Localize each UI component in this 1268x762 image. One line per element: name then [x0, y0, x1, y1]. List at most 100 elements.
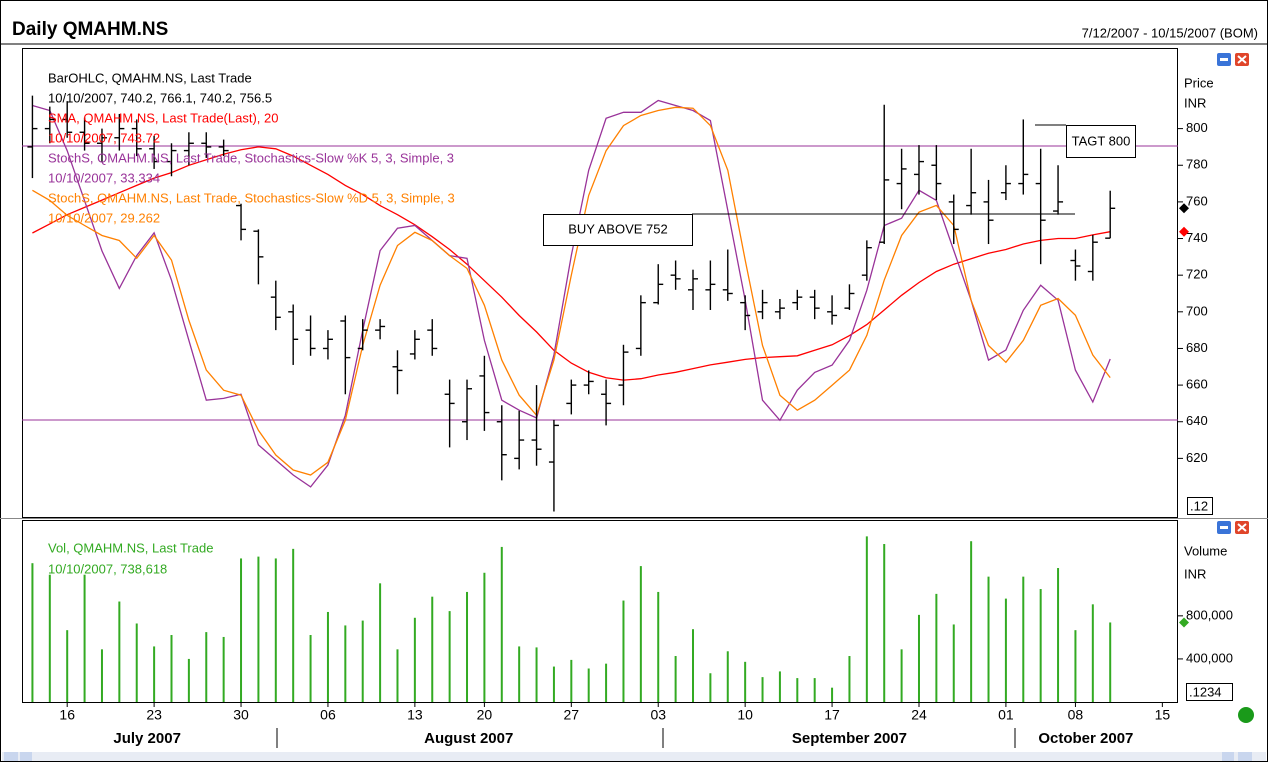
scroll-left[interactable] — [4, 752, 18, 761]
volume-bar — [83, 574, 86, 702]
scrollbar[interactable] — [2, 752, 1266, 761]
volume-bar — [257, 556, 260, 702]
volume-data — [31, 536, 1112, 702]
x-tick-label: 03 — [650, 707, 666, 723]
scroll-right[interactable] — [1238, 752, 1252, 761]
legend-entry: Vol, QMAHM.NS, Last Trade — [48, 540, 213, 555]
axis-unit: INR — [1184, 95, 1206, 110]
volume-panel — [22, 520, 1178, 703]
x-tick-label: 10 — [737, 707, 753, 723]
volume-bar — [344, 625, 347, 702]
volume-bar — [935, 593, 938, 702]
y-tick-label: 620 — [1186, 450, 1208, 465]
x-tick-label: 17 — [824, 707, 840, 723]
legend-value: 10/10/2007, 740.2, 766.1, 740.2, 756.5 — [48, 90, 272, 105]
volume-bar — [605, 663, 608, 702]
volume-bar — [31, 563, 34, 702]
y-tick-label: 400,000 — [1186, 650, 1233, 665]
status-light — [1238, 707, 1254, 723]
legend-entry: SMA, QMAHM.NS, Last Trade(Last), 20 — [48, 110, 278, 125]
x-tick-label: 27 — [564, 707, 580, 723]
volume-bar — [813, 678, 816, 702]
month-label: August 2007 — [424, 730, 513, 747]
y-tick-label: 720 — [1186, 267, 1208, 282]
volume-bar — [518, 646, 521, 702]
chart-title: Daily QMAHM.NS — [12, 19, 168, 40]
axis-title: Price — [1184, 75, 1214, 90]
volume-bar — [274, 558, 277, 702]
y-tick-label: 660 — [1186, 377, 1208, 392]
legend-value: 10/10/2007, 29.262 — [48, 210, 160, 225]
volume-bar — [726, 651, 729, 702]
month-label: September 2007 — [792, 730, 907, 747]
x-tick-label: 23 — [146, 707, 162, 723]
x-tick-label: 01 — [998, 707, 1014, 723]
volume-bar — [170, 635, 173, 702]
annotation: BUY ABOVE 752 — [568, 221, 668, 236]
volume-bar — [570, 659, 573, 702]
panel-buttons[interactable] — [1217, 53, 1249, 534]
volume-bar — [900, 649, 903, 702]
x-tick-label: 24 — [911, 707, 927, 723]
volume-bar — [309, 635, 312, 702]
volume-bar — [761, 677, 764, 702]
axis-unit: INR — [1184, 566, 1206, 581]
volume-bar — [240, 558, 243, 702]
annotation-box — [1066, 125, 1136, 158]
line-series — [32, 99, 1111, 488]
last-value-marker — [1179, 226, 1189, 237]
x-tick-label: 16 — [59, 707, 75, 723]
legend-entry: BarOHLC, QMAHM.NS, Last Trade — [48, 70, 252, 85]
icon — [1220, 58, 1228, 61]
volume-bar — [222, 636, 225, 702]
chart-subtitle: 7/12/2007 - 10/15/2007 (BOM) — [1082, 25, 1258, 40]
annotation-box — [543, 214, 693, 246]
volume-bar — [413, 617, 416, 702]
volume-bar — [292, 548, 295, 702]
y-tick-label: 800,000 — [1186, 607, 1233, 622]
volume-bar — [187, 658, 190, 702]
volume-bar — [970, 541, 973, 702]
x-tick-label: 13 — [407, 707, 423, 723]
legend-value: 10/10/2007, 33.334 — [48, 170, 160, 185]
volume-bar — [1091, 604, 1094, 702]
volume-bar — [1074, 630, 1077, 702]
y-tick-label: 640 — [1186, 413, 1208, 428]
price-panel — [22, 48, 1178, 518]
line-series — [32, 106, 1111, 476]
volume-bar — [48, 574, 51, 702]
scale-note: .1234 — [1189, 684, 1222, 699]
icon — [1237, 523, 1247, 532]
volume-bar — [448, 611, 451, 702]
volume-bar — [205, 632, 208, 702]
volume-legend: Vol, QMAHM.NS, Last Trade 10/10/2007, 73… — [48, 540, 213, 576]
volume-bar — [709, 673, 712, 702]
volume-bar — [379, 583, 382, 702]
volume-bar — [657, 591, 660, 702]
y-tick-label: 800 — [1186, 120, 1208, 135]
volume-bar — [744, 661, 747, 702]
volume-bar — [796, 678, 799, 702]
x-tick-label: 08 — [1068, 707, 1084, 723]
scale-box — [1187, 497, 1213, 515]
axis-title: Volume — [1184, 543, 1227, 558]
volume-bar — [865, 536, 868, 702]
last-value-marker — [1179, 617, 1189, 628]
volume-bar — [587, 668, 590, 702]
x-tick-label: 30 — [233, 707, 249, 723]
volume-bar — [1057, 568, 1060, 702]
month-label: October 2007 — [1038, 730, 1133, 747]
volume-bar — [118, 601, 121, 702]
volume-bar — [361, 620, 364, 702]
volume-bar — [883, 544, 886, 702]
volume-bar — [1039, 589, 1042, 702]
y-tick-label: 680 — [1186, 340, 1208, 355]
scroll-step-right[interactable] — [1222, 752, 1234, 761]
last-value-marker — [1179, 203, 1189, 214]
volume-bar — [100, 649, 103, 702]
scroll-step-left[interactable] — [20, 752, 32, 761]
scale-note: .12 — [1190, 498, 1208, 513]
x-tick-label: 20 — [477, 707, 493, 723]
volume-bar — [622, 600, 625, 702]
